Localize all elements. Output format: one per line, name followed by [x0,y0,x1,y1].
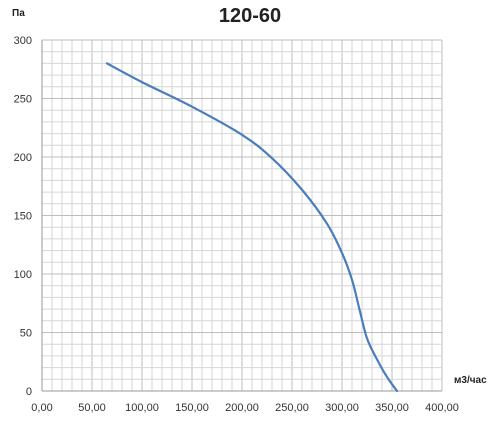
series-line [105,62,399,393]
x-tick-labels: 0,00 50,00 100,00 150,00 200,00 250,00 300,00 3… [31,402,459,414]
x-axis-label: м3/час [454,375,487,386]
y-tick-label: 100 [14,269,32,281]
y-axis-label: Па [12,8,25,19]
chart-title: 120-60 [219,5,281,27]
x-tick-label: 200,00 [225,402,259,414]
y-tick-label: 150 [14,211,32,223]
y-tick-label: 50 [20,328,32,340]
y-tick-label: 250 [14,94,32,106]
y-tick-label: 0 [26,386,32,398]
grid [41,39,443,392]
y-tick-label: 300 [14,35,32,47]
axes [41,40,442,392]
x-tick-label: 0,00 [31,402,52,414]
x-tick-label: 350,00 [375,402,409,414]
x-tick-label: 150,00 [175,402,209,414]
x-tick-label: 300,00 [325,402,359,414]
x-tick-label: 400,00 [425,402,459,414]
y-tick-label: 200 [14,152,32,164]
x-tick-label: 100,00 [125,402,159,414]
x-tick-label: 50,00 [78,402,106,414]
y-tick-labels: 0 50 100 150 200 250 300 [14,35,32,398]
series-group [105,62,399,393]
x-tick-label: 250,00 [275,402,309,414]
